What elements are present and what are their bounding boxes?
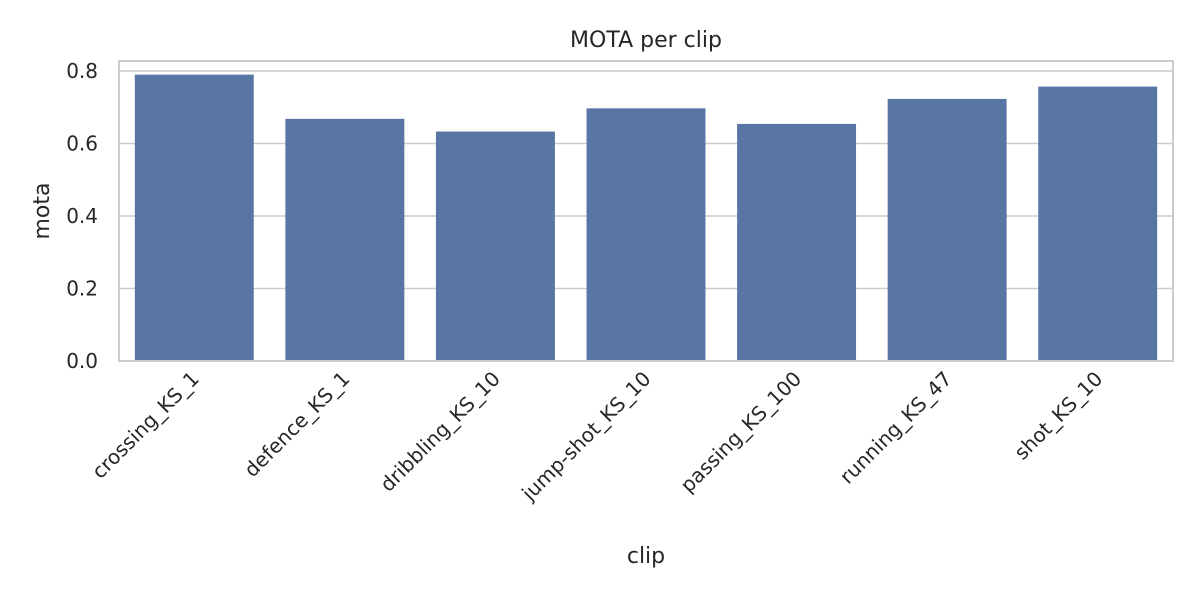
y-tick-label: 0.0 [66, 349, 98, 373]
y-tick-label: 0.4 [66, 204, 98, 228]
x-axis-label: clip [627, 544, 665, 569]
x-tick-label: jump-shot_KS_10 [516, 367, 655, 506]
bar-layer [134, 74, 1158, 362]
x-tick-label: defence_KS_1 [239, 367, 354, 482]
x-tick-label: dribbling_KS_10 [375, 367, 505, 497]
y-tick-label: 0.8 [66, 59, 98, 83]
x-tick-label: running_KS_47 [835, 367, 957, 489]
y-tick-label: 0.6 [66, 132, 98, 156]
x-tick-label: passing_KS_100 [676, 367, 807, 498]
chart-title: MOTA per clip [570, 28, 722, 53]
y-axis-label: mota [30, 183, 55, 240]
bar-jump-shot_KS_10 [586, 108, 706, 362]
bar-running_KS_47 [887, 98, 1007, 361]
bar-defence_KS_1 [285, 118, 405, 361]
bar-dribbling_KS_10 [435, 131, 555, 361]
bar-shot_KS_10 [1038, 86, 1158, 362]
y-tick-labels: 0.0 0.2 0.4 0.6 0.8 [66, 59, 98, 373]
y-tick-label: 0.2 [66, 277, 98, 301]
bar-crossing_KS_1 [134, 74, 254, 361]
x-tick-label: crossing_KS_1 [87, 367, 204, 484]
x-tick-label: shot_KS_10 [1009, 367, 1107, 465]
plot-frame [118, 60, 1174, 362]
bar-passing_KS_100 [737, 123, 857, 361]
x-tick-labels: crossing_KS_1 defence_KS_1 dribbling_KS_10… [87, 367, 1107, 506]
